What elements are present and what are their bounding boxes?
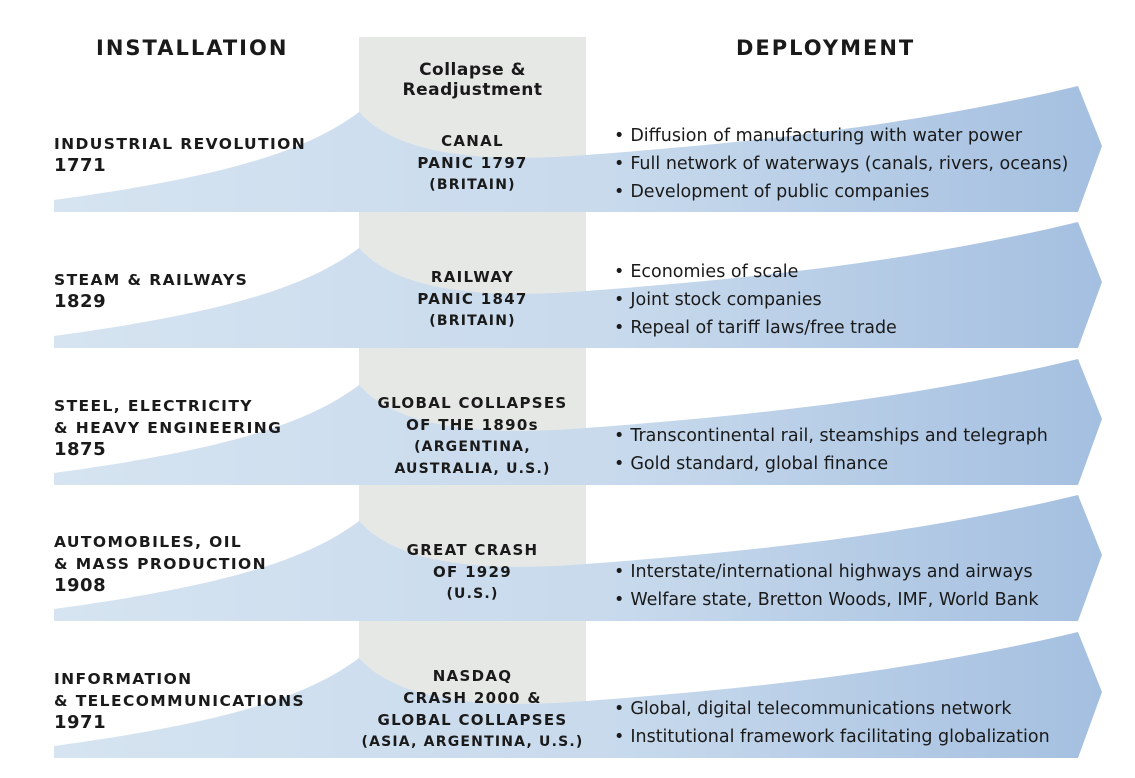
crash-location: (BRITAIN): [429, 313, 516, 329]
crash-location: (BRITAIN): [429, 177, 516, 193]
crash-location: (U.S.): [446, 586, 499, 602]
revolution-name-line: INFORMATION: [54, 670, 193, 688]
crash-name-line: CRASH 2000 &: [403, 689, 542, 707]
deployment-bullets: Interstate/international highways and ai…: [614, 558, 1039, 614]
deployment-bullet: Gold standard, global finance: [614, 450, 1048, 478]
deployment-bullet: Diffusion of manufacturing with water po…: [614, 122, 1068, 150]
deployment-header: DEPLOYMENT: [736, 36, 916, 60]
deployment-bullet: Economies of scale: [614, 258, 897, 286]
deployment-bullets: Economies of scaleJoint stock companiesR…: [614, 258, 897, 342]
installation-header: INSTALLATION: [96, 36, 289, 60]
crash-name-line: RAILWAY: [430, 268, 515, 286]
revolution-name-line: STEEL, ELECTRICITY: [54, 397, 253, 415]
collapse-header-line: Readjustment: [402, 80, 543, 100]
revolution-label: INDUSTRIAL REVOLUTION 1771: [54, 133, 306, 177]
deployment-bullet: Institutional framework facilitating glo…: [614, 723, 1049, 751]
revolution-year: 1875: [54, 439, 107, 460]
revolution-label: INFORMATION & TELECOMMUNICATIONS 1971: [54, 668, 305, 734]
crash-name-line: OF THE 1890s: [406, 416, 539, 434]
crash-name-line: GREAT CRASH: [406, 541, 539, 559]
crash-name-line: GLOBAL COLLAPSES: [377, 711, 568, 729]
deployment-bullet: Global, digital telecommunications netwo…: [614, 695, 1050, 723]
deployment-bullet: Joint stock companies: [614, 286, 897, 314]
revolution-name-line: & TELECOMMUNICATIONS: [54, 692, 306, 710]
revolution-year: 1971: [54, 712, 107, 733]
crash-label: CANAL PANIC 1797 (BRITAIN): [359, 130, 586, 196]
crash-location: (ASIA, ARGENTINA, U.S.): [361, 734, 584, 750]
crash-name-line: NASDAQ: [432, 667, 513, 685]
revolution-year: 1829: [54, 291, 107, 312]
crash-name-line: GLOBAL COLLAPSES: [377, 394, 568, 412]
revolution-year: 1771: [54, 155, 107, 176]
crash-label: GREAT CRASH OF 1929 (U.S.): [359, 539, 586, 605]
crash-name-line: OF 1929: [432, 563, 513, 581]
revolution-name-line: STEAM & RAILWAYS: [54, 271, 249, 289]
revolution-name-line: & HEAVY ENGINEERING: [54, 419, 283, 437]
revolution-year: 1908: [54, 575, 107, 596]
revolution-label: STEEL, ELECTRICITY & HEAVY ENGINEERING 187…: [54, 395, 282, 461]
deployment-bullets: Diffusion of manufacturing with water po…: [614, 122, 1068, 206]
crash-label: RAILWAY PANIC 1847 (BRITAIN): [359, 266, 586, 332]
crash-location: AUSTRALIA, U.S.): [394, 461, 551, 477]
deployment-bullet: Full network of waterways (canals, river…: [614, 150, 1068, 178]
deployment-bullet: Welfare state, Bretton Woods, IMF, World…: [614, 586, 1038, 614]
crash-label: NASDAQ CRASH 2000 & GLOBAL COLLAPSES (ASIA,…: [359, 665, 586, 753]
crash-location: (ARGENTINA,: [414, 439, 531, 455]
collapse-header: Collapse & Readjustment: [359, 60, 586, 100]
deployment-bullet: Interstate/international highways and ai…: [614, 558, 1039, 586]
crash-name-line: CANAL: [441, 132, 504, 150]
revolution-name-line: AUTOMOBILES, OIL: [54, 533, 243, 551]
revolution-name-line: & MASS PRODUCTION: [54, 555, 267, 573]
crash-label: GLOBAL COLLAPSES OF THE 1890s (ARGENTINA, A…: [359, 392, 586, 480]
deployment-bullets: Global, digital telecommunications netwo…: [614, 695, 1050, 751]
revolution-name-line: INDUSTRIAL REVOLUTION: [54, 135, 307, 153]
deployment-bullets: Transcontinental rail, steamships and te…: [614, 422, 1048, 478]
deployment-bullet: Repeal of tariff laws/free trade: [614, 314, 897, 342]
revolution-label: AUTOMOBILES, OIL & MASS PRODUCTION 1908: [54, 531, 267, 597]
deployment-bullet: Development of public companies: [614, 178, 1068, 206]
crash-name-line: PANIC 1847: [417, 290, 528, 308]
revolution-label: STEAM & RAILWAYS 1829: [54, 269, 248, 313]
crash-name-line: PANIC 1797: [417, 154, 528, 172]
deployment-bullet: Transcontinental rail, steamships and te…: [614, 422, 1047, 450]
collapse-header-line: Collapse &: [419, 60, 526, 80]
